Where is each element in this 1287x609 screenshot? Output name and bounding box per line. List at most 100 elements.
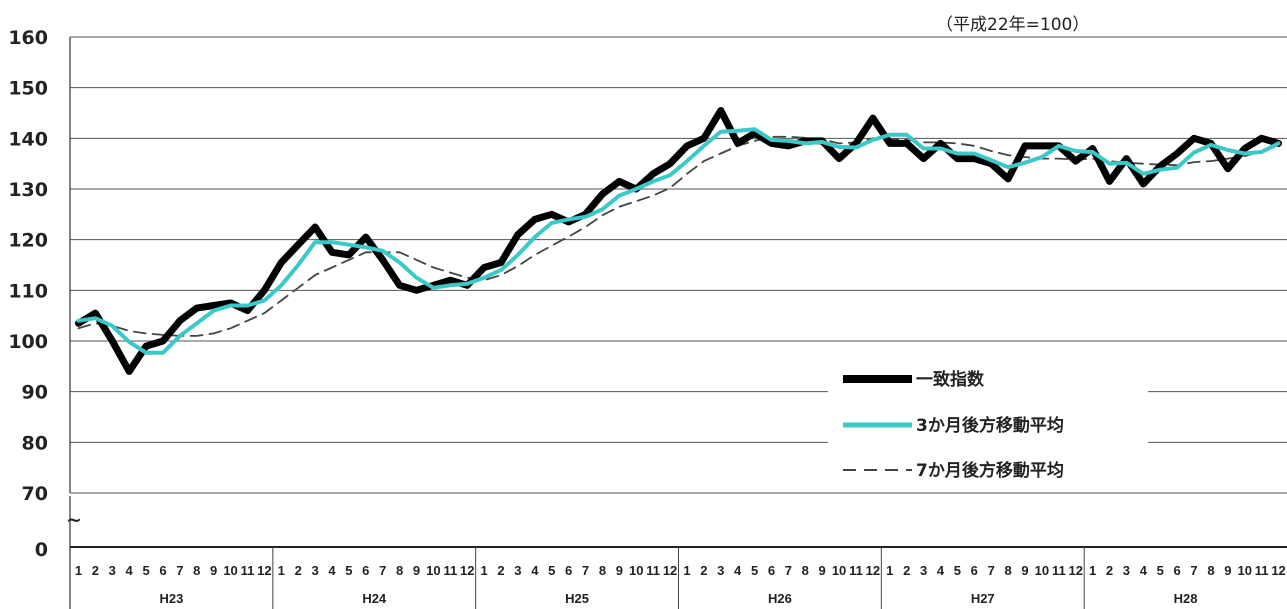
x-tick-month-label: 4 xyxy=(328,563,336,578)
y-tick-label: 150 xyxy=(8,78,48,100)
x-tick-month-label: 9 xyxy=(1021,563,1028,578)
x-tick-month-label: 12 xyxy=(1271,563,1285,578)
x-tick-month-label: 8 xyxy=(802,563,809,578)
y-tick-label: 100 xyxy=(8,331,48,353)
x-tick-month-label: 10 xyxy=(426,563,440,578)
x-tick-month-label: 11 xyxy=(646,563,660,578)
y-tick-label: 140 xyxy=(8,128,48,150)
series-line-0 xyxy=(75,107,1282,375)
y-tick-label-zero: 0 xyxy=(35,539,48,561)
x-tick-month-label: 6 xyxy=(1174,563,1181,578)
x-tick-month-label: 9 xyxy=(210,563,217,578)
x-tick-month-label: 9 xyxy=(1224,563,1231,578)
series-lines xyxy=(75,107,1282,375)
x-tick-month-label: 2 xyxy=(700,563,707,578)
x-tick-month-label: 6 xyxy=(971,563,978,578)
x-tick-month-label: 7 xyxy=(379,563,386,578)
x-tick-month-label: 11 xyxy=(241,563,255,578)
x-tick-month-label: 3 xyxy=(1123,563,1130,578)
x-tick-year-label: H25 xyxy=(565,591,589,606)
x-tick-month-label: 3 xyxy=(920,563,927,578)
x-tick-month-label: 11 xyxy=(1052,563,1066,578)
x-tick-month-label: 2 xyxy=(903,563,910,578)
x-tick-month-label: 6 xyxy=(159,563,166,578)
x-tick-month-label: 4 xyxy=(126,563,134,578)
x-tick-month-label: 5 xyxy=(751,563,758,578)
x-tick-month-label: 8 xyxy=(1004,563,1011,578)
x-tick-month-label: 12 xyxy=(1068,563,1082,578)
y-tick-label: 120 xyxy=(8,230,48,252)
y-tick-label: 90 xyxy=(22,382,48,404)
x-tick-month-label: 6 xyxy=(565,563,572,578)
x-tick-month-label: 5 xyxy=(548,563,555,578)
x-tick-month-label: 11 xyxy=(1255,563,1269,578)
x-tick-year-label: H27 xyxy=(971,591,995,606)
y-tick-label: 110 xyxy=(8,280,48,302)
x-tick-month-label: 2 xyxy=(497,563,504,578)
x-tick-month-label: 3 xyxy=(514,563,521,578)
x-tick-month-label: 1 xyxy=(683,563,690,578)
x-tick-month-label: 8 xyxy=(193,563,200,578)
x-tick-month-label: 8 xyxy=(1207,563,1214,578)
x-tick-month-label: 10 xyxy=(223,563,237,578)
base-year-note: （平成22年=100） xyxy=(936,15,1089,35)
y-tick-label: 80 xyxy=(22,432,48,454)
y-tick-label: 70 xyxy=(22,483,48,505)
x-tick-month-label: 7 xyxy=(1190,563,1197,578)
x-tick-year-label: H23 xyxy=(159,591,183,606)
x-tick-month-label: 11 xyxy=(443,563,457,578)
x-tick-month-label: 7 xyxy=(176,563,183,578)
x-tick-month-label: 9 xyxy=(616,563,623,578)
x-tick-month-label: 11 xyxy=(849,563,863,578)
x-tick-month-label: 2 xyxy=(92,563,99,578)
y-axis: 160 150 140 130 120 110 100 90 80 70 ~0 xyxy=(8,27,82,561)
y-tick-label: 160 xyxy=(8,27,48,49)
x-tick-month-label: 6 xyxy=(362,563,369,578)
x-tick-month-label: 7 xyxy=(582,563,589,578)
x-tick-month-label: 1 xyxy=(75,563,82,578)
x-tick-month-label: 4 xyxy=(734,563,742,578)
x-tick-month-label: 2 xyxy=(1106,563,1113,578)
x-tick-month-label: 2 xyxy=(295,563,302,578)
x-tick-month-label: 4 xyxy=(531,563,539,578)
x-tick-month-label: 1 xyxy=(1089,563,1096,578)
x-tick-year-label: H24 xyxy=(362,591,387,606)
x-tick-month-label: 10 xyxy=(1035,563,1049,578)
x-tick-month-label: 7 xyxy=(785,563,792,578)
x-tick-month-label: 3 xyxy=(717,563,724,578)
x-tick-month-label: 5 xyxy=(345,563,352,578)
x-tick-month-label: 1 xyxy=(278,563,285,578)
x-tick-year-label: H28 xyxy=(1174,591,1198,606)
x-tick-year-label: H26 xyxy=(768,591,792,606)
x-tick-month-label: 5 xyxy=(1157,563,1164,578)
x-tick-month-label: 1 xyxy=(481,563,488,578)
legend-label-index: 一致指数 xyxy=(916,369,985,390)
x-tick-month-label: 3 xyxy=(311,563,318,578)
x-tick-month-label: 10 xyxy=(629,563,643,578)
legend: 一致指数 3か月後方移動平均 7か月後方移動平均 xyxy=(828,360,1148,490)
x-tick-month-label: 12 xyxy=(257,563,271,578)
x-tick-month-label: 6 xyxy=(768,563,775,578)
x-tick-month-label: 12 xyxy=(460,563,474,578)
series-line-1 xyxy=(76,127,1281,355)
x-tick-month-label: 9 xyxy=(819,563,826,578)
x-tick-month-label: 8 xyxy=(599,563,606,578)
x-tick-month-label: 5 xyxy=(142,563,149,578)
x-tick-month-label: 10 xyxy=(832,563,846,578)
x-tick-month-label: 12 xyxy=(866,563,880,578)
x-tick-month-label: 12 xyxy=(663,563,677,578)
x-tick-month-label: 9 xyxy=(413,563,420,578)
x-tick-month-label: 3 xyxy=(109,563,116,578)
legend-label-ma7: 7か月後方移動平均 xyxy=(916,460,1064,481)
x-tick-month-label: 4 xyxy=(937,563,945,578)
x-tick-month-label: 7 xyxy=(988,563,995,578)
x-tick-month-label: 1 xyxy=(886,563,893,578)
y-tick-label: 130 xyxy=(8,179,48,201)
x-tick-month-label: 10 xyxy=(1238,563,1252,578)
x-tick-month-label: 5 xyxy=(954,563,961,578)
legend-label-ma3: 3か月後方移動平均 xyxy=(916,415,1064,436)
y-axis-break-symbol: ~ xyxy=(66,509,82,531)
x-tick-month-label: 8 xyxy=(396,563,403,578)
